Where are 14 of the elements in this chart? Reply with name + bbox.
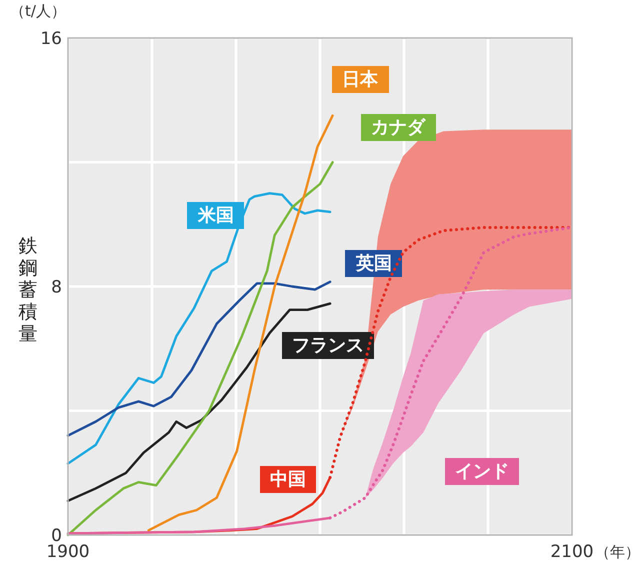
series-label: 日本 (342, 69, 379, 90)
text: （t/人） (10, 2, 66, 20)
line-series (66, 302, 332, 502)
series-label: 米国 (197, 205, 234, 226)
series-label: 英国 (355, 253, 392, 274)
y-axis-title: 鉄鋼蓄積量 (18, 235, 38, 345)
y-tick-label: 8 (51, 278, 62, 298)
x-axis-title: （年） (595, 543, 633, 561)
series-label: フランス (292, 335, 364, 356)
y-tick-label: 16 (40, 29, 62, 49)
series-label: 中国 (270, 469, 306, 490)
line-series (66, 280, 332, 437)
x-tick-label: 2100 (550, 542, 594, 562)
line-series (66, 192, 332, 465)
